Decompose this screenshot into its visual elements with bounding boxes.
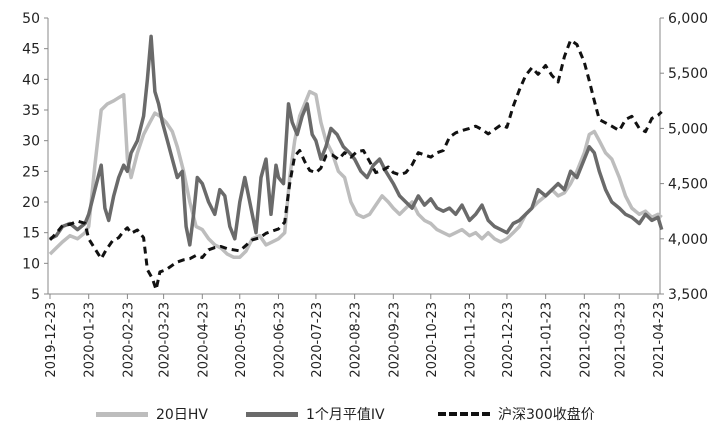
legend-label-iv: 1个月平值IV: [306, 407, 385, 423]
series-layer: [48, 34, 664, 292]
y-left-tick-label: 20: [22, 195, 40, 211]
x-tick-label: 2020-07-23: [310, 302, 325, 378]
legend-swatch-csi300: [438, 412, 490, 416]
series-line-iv: [49, 34, 664, 247]
y-left-tick-label: 10: [22, 256, 40, 272]
series-line-csi300: [48, 38, 663, 292]
plot-frame: [47, 18, 661, 295]
chart-svg: 5 10 15 20 25 30 35 40 45 50 3,500 4,000 4,500 5,000…: [22, 11, 708, 378]
legend-item-csi300: 沪深300收盘价: [438, 400, 595, 428]
y-right-tick-label: 6,000: [668, 11, 708, 27]
y-left-tick-label: 15: [22, 226, 40, 242]
x-tick-label: 2020-03-23: [158, 302, 173, 378]
y-left-tick-label: 45: [22, 42, 40, 58]
y-right-tick-label: 4,500: [668, 177, 708, 193]
legend-swatch-hv: [96, 411, 148, 417]
x-axis: 2019-12-23 2020-01-23 2020-02-23 2020-03-23…: [44, 294, 667, 378]
x-tick-label: 2020-11-23: [463, 302, 478, 378]
y-left-tick-label: 5: [31, 287, 40, 303]
y-right-tick-label: 5,500: [668, 66, 708, 82]
x-tick-label: 2020-12-23: [501, 302, 516, 378]
x-tick-label: 2020-10-23: [425, 302, 440, 378]
y-right-tick-label: 3,500: [668, 287, 708, 303]
legend-label-csi300: 沪深300收盘价: [498, 407, 595, 423]
y-left-tick-label: 35: [22, 103, 40, 119]
legend-item-hv: 20日HV: [96, 400, 208, 428]
series-line-hv: [48, 89, 663, 259]
x-tick-label: 2020-02-23: [121, 302, 136, 378]
x-tick-label: 2020-08-23: [349, 302, 364, 378]
x-tick-label: 2020-06-23: [272, 302, 287, 378]
y-left-axis: 5 10 15 20 25 30 35 40 45 50: [22, 11, 48, 303]
legend-item-iv: 1个月平值IV: [246, 400, 385, 428]
x-tick-label: 2021-04-23: [652, 302, 667, 378]
x-tick-label: 2021-01-23: [540, 302, 555, 378]
y-left-tick-label: 40: [22, 72, 40, 88]
legend: 20日HV 1个月平值IV 沪深300收盘价: [0, 400, 724, 428]
y-left-tick-label: 50: [22, 11, 40, 27]
x-tick-label: 2021-03-23: [613, 302, 628, 378]
x-tick-label: 2020-01-23: [83, 302, 98, 378]
legend-swatch-iv: [246, 411, 298, 417]
y-left-tick-label: 30: [22, 134, 40, 150]
x-tick-label: 2020-09-23: [387, 302, 402, 378]
x-tick-label: 2020-04-23: [196, 302, 211, 378]
legend-label-hv: 20日HV: [156, 407, 208, 423]
x-tick-label: 2019-12-23: [44, 302, 59, 378]
x-tick-label: 2021-02-23: [578, 302, 593, 378]
y-right-axis: 3,500 4,000 4,500 5,000 5,500 6,000: [660, 11, 708, 303]
x-tick-label: 2020-05-23: [234, 302, 249, 378]
y-right-tick-label: 5,000: [668, 121, 708, 137]
y-right-tick-label: 4,000: [668, 232, 708, 248]
y-left-tick-label: 25: [22, 164, 40, 180]
